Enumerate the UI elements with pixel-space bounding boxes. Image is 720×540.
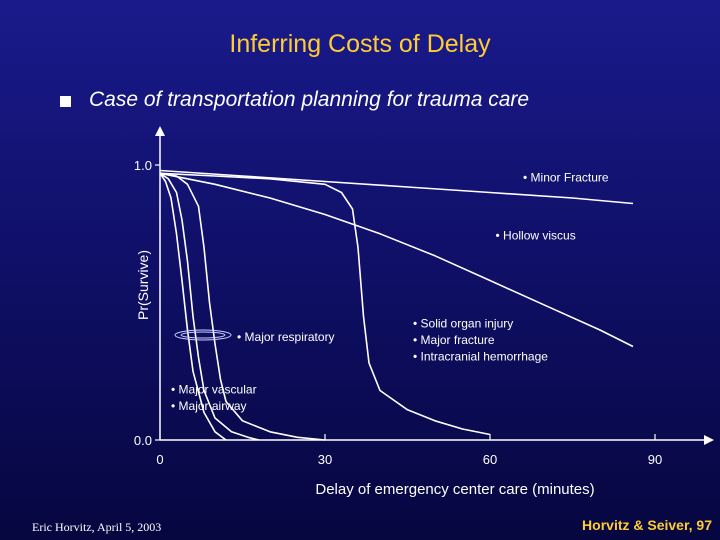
- bullet-text: Case of transportation planning for trau…: [89, 88, 530, 111]
- footer-author-date: Eric Horvitz, April 5, 2003: [32, 520, 162, 534]
- square-bullet-icon: [60, 95, 71, 107]
- curve-annotation: • Solid organ injury: [413, 316, 513, 330]
- curve-1: [159, 169, 634, 205]
- curve-3: [159, 172, 491, 436]
- y-tick-label: 0.0: [134, 433, 152, 448]
- curve-annotation: • Minor Fracture: [523, 171, 609, 185]
- ellipse-marker-outer: [174, 329, 232, 341]
- major-respiratory-marker: [174, 329, 232, 341]
- curve-annotation: • Major airway: [171, 399, 247, 413]
- curve-6: [159, 172, 227, 441]
- x-tick-label: 30: [318, 452, 332, 467]
- curve-annotation: • Hollow viscus: [496, 228, 576, 242]
- chart-curves: [159, 169, 634, 441]
- bullet-item: Case of transportation planning for trau…: [60, 88, 529, 112]
- curve-annotation: • Intracranial hemorrhage: [413, 349, 548, 363]
- x-tick-label: 90: [648, 452, 662, 467]
- curve-5: [159, 172, 260, 441]
- y-tick-label: 1.0: [134, 158, 152, 173]
- ellipse-marker-inner: [180, 331, 226, 339]
- curve-annotation: • Major respiratory: [237, 330, 335, 344]
- footer-citation: Horvitz & Seiver, 97: [582, 517, 712, 533]
- y-axis-arrow-icon: [155, 126, 165, 136]
- x-axis-arrow-icon: [704, 435, 714, 445]
- chart-axes: 1.0 0.0 0 30 60 90 Delay of emergency center c…: [134, 126, 714, 498]
- y-axis-label: Pr(Survive): [135, 250, 151, 320]
- curve-annotation: • Major vascular: [171, 382, 257, 396]
- x-axis-label: Delay of emergency center care (minutes): [315, 481, 594, 498]
- x-tick-label: 60: [483, 452, 497, 467]
- chart-labels: • Minor Fracture • Hollow viscus • Major r…: [171, 171, 609, 413]
- x-tick-label: 0: [156, 452, 163, 467]
- curve-annotation: • Major fracture: [413, 333, 495, 347]
- slide-title: Inferring Costs of Delay: [229, 30, 491, 58]
- curve-4: [159, 172, 326, 441]
- curve-2: [159, 172, 634, 348]
